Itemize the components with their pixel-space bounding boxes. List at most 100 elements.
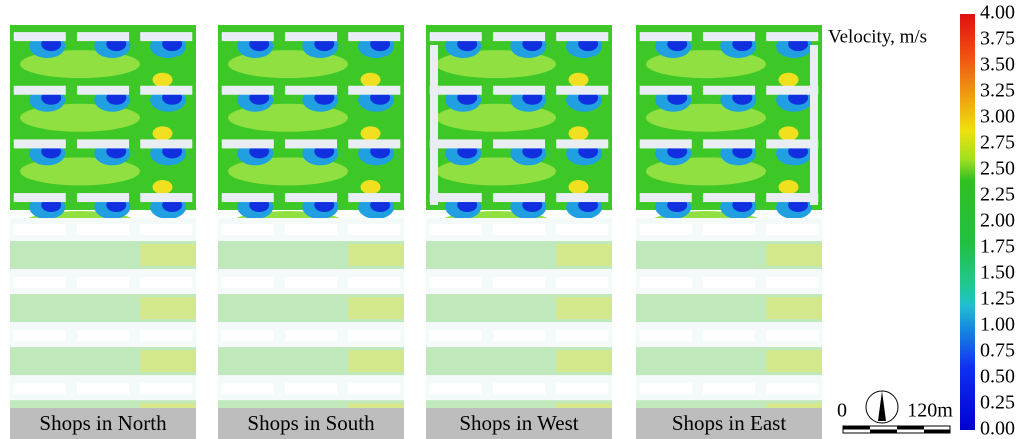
vector-band bbox=[140, 244, 196, 266]
vector-map bbox=[218, 218, 404, 428]
building bbox=[493, 224, 545, 235]
building bbox=[703, 32, 755, 41]
building bbox=[14, 224, 66, 235]
colorbar-tick-label: 0.25 bbox=[980, 392, 1015, 414]
building bbox=[493, 86, 545, 95]
building bbox=[430, 277, 482, 288]
building bbox=[430, 45, 438, 205]
colorbar-tick-label: 2.25 bbox=[980, 184, 1015, 206]
contour-map bbox=[218, 25, 404, 239]
vector-band bbox=[766, 297, 822, 319]
vector-band bbox=[556, 297, 612, 319]
building bbox=[140, 383, 192, 394]
scale-end: 120m bbox=[907, 400, 953, 422]
vector-band bbox=[766, 350, 822, 372]
figure: Velocity, m/s 0 120m 4.003.753.503.253.0… bbox=[0, 0, 1026, 439]
scale-bar bbox=[843, 426, 950, 433]
building bbox=[140, 277, 192, 288]
colorbar-tick-label: 3.25 bbox=[980, 80, 1015, 102]
building bbox=[14, 383, 66, 394]
building bbox=[14, 139, 66, 148]
building bbox=[348, 383, 400, 394]
building bbox=[285, 330, 337, 341]
building bbox=[140, 32, 192, 41]
building bbox=[640, 383, 692, 394]
building bbox=[285, 383, 337, 394]
building bbox=[810, 45, 818, 205]
building bbox=[766, 330, 818, 341]
building bbox=[556, 383, 608, 394]
building bbox=[493, 193, 545, 202]
panel-label: Shops in West bbox=[459, 411, 578, 435]
colorbar-tick-label: 1.25 bbox=[980, 288, 1015, 310]
colorbar-tick-label: 4.00 bbox=[980, 2, 1015, 24]
contour-map bbox=[10, 25, 196, 239]
colorbar-tick-label: 2.75 bbox=[980, 132, 1015, 154]
building bbox=[640, 86, 692, 95]
building bbox=[285, 86, 337, 95]
building bbox=[493, 139, 545, 148]
vector-band bbox=[140, 297, 196, 319]
building bbox=[430, 383, 482, 394]
contour-high bbox=[361, 180, 381, 194]
building bbox=[77, 330, 129, 341]
building bbox=[640, 139, 692, 148]
building bbox=[285, 277, 337, 288]
building bbox=[222, 224, 274, 235]
colorbar-tick-label: 3.50 bbox=[980, 54, 1015, 76]
contour-high bbox=[361, 126, 381, 140]
building bbox=[766, 277, 818, 288]
building bbox=[140, 224, 192, 235]
building bbox=[640, 224, 692, 235]
building bbox=[430, 32, 482, 41]
building bbox=[493, 277, 545, 288]
vector-band bbox=[556, 350, 612, 372]
colorbar bbox=[960, 14, 975, 430]
building bbox=[430, 224, 482, 235]
colorbar-title: Velocity, m/s bbox=[828, 26, 927, 47]
building bbox=[77, 383, 129, 394]
panel-label: Shops in South bbox=[247, 411, 375, 435]
building bbox=[556, 32, 608, 41]
vector-band bbox=[556, 244, 612, 266]
building bbox=[285, 32, 337, 41]
building bbox=[77, 193, 129, 202]
contour-high bbox=[779, 126, 799, 140]
contour-high bbox=[779, 180, 799, 194]
vector-map bbox=[10, 218, 196, 428]
north-arrow bbox=[878, 391, 886, 421]
building bbox=[556, 139, 608, 148]
building bbox=[493, 383, 545, 394]
building bbox=[493, 32, 545, 41]
building bbox=[556, 277, 608, 288]
building bbox=[766, 224, 818, 235]
building bbox=[285, 193, 337, 202]
vector-band bbox=[348, 244, 404, 266]
building bbox=[140, 86, 192, 95]
building bbox=[14, 277, 66, 288]
building bbox=[640, 330, 692, 341]
building bbox=[222, 139, 274, 148]
vector-map bbox=[426, 218, 612, 428]
colorbar-tick-label: 2.00 bbox=[980, 210, 1015, 232]
contour-high bbox=[779, 73, 799, 87]
building bbox=[222, 86, 274, 95]
building bbox=[285, 224, 337, 235]
building bbox=[348, 32, 400, 41]
contour-high bbox=[153, 126, 173, 140]
building bbox=[556, 330, 608, 341]
building bbox=[703, 86, 755, 95]
building bbox=[766, 383, 818, 394]
building bbox=[766, 32, 818, 41]
building bbox=[703, 224, 755, 235]
building bbox=[14, 32, 66, 41]
vector-band bbox=[766, 244, 822, 266]
contour-high bbox=[569, 73, 589, 87]
building bbox=[703, 383, 755, 394]
building bbox=[14, 330, 66, 341]
building bbox=[703, 193, 755, 202]
building bbox=[348, 277, 400, 288]
contour-map bbox=[636, 25, 822, 239]
colorbar-tick-label: 0.75 bbox=[980, 340, 1015, 362]
building bbox=[14, 193, 66, 202]
